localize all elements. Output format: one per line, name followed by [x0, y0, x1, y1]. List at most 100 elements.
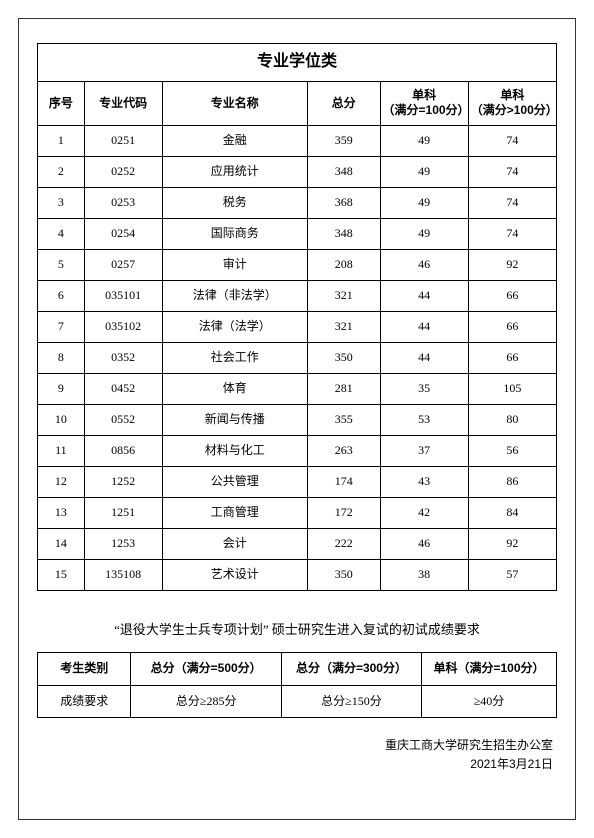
table-cell: 1252 [84, 466, 162, 497]
table-row: 100552新闻与传播3555380 [38, 404, 557, 435]
table-cell: 348 [307, 156, 380, 187]
req-row: 成绩要求总分≥285分总分≥150分≥40分 [38, 685, 557, 718]
table-cell: 金融 [162, 125, 307, 156]
table-cell: 46 [380, 528, 468, 559]
table-cell: 74 [468, 218, 556, 249]
column-header: 单科（满分>100分） [468, 81, 556, 125]
table-cell: 5 [38, 249, 85, 280]
table-cell: 体育 [162, 373, 307, 404]
table-cell: 350 [307, 559, 380, 590]
table-cell: 10 [38, 404, 85, 435]
page: 专业学位类 序号专业代码专业名称总分单科（满分=100分）单科（满分>100分）… [0, 0, 594, 838]
table-cell: 艺术设计 [162, 559, 307, 590]
table-cell: 44 [380, 311, 468, 342]
table-row: 110856材料与化工2633756 [38, 435, 557, 466]
table-cell: 44 [380, 280, 468, 311]
page-inner-border: 专业学位类 序号专业代码专业名称总分单科（满分=100分）单科（满分>100分）… [18, 18, 576, 820]
table-cell: 材料与化工 [162, 435, 307, 466]
table-cell: 1 [38, 125, 85, 156]
table-cell: 222 [307, 528, 380, 559]
main-table: 专业学位类 序号专业代码专业名称总分单科（满分=100分）单科（满分>100分）… [37, 43, 557, 591]
table-cell: 86 [468, 466, 556, 497]
table-cell: 84 [468, 497, 556, 528]
table-row: 141253会计2224692 [38, 528, 557, 559]
table-cell: 348 [307, 218, 380, 249]
column-header: 单科（满分=100分） [380, 81, 468, 125]
table-cell: 105 [468, 373, 556, 404]
table-cell: 42 [380, 497, 468, 528]
table-row: 10251金融3594974 [38, 125, 557, 156]
req-cell: 总分≥150分 [281, 685, 421, 718]
table-cell: 74 [468, 156, 556, 187]
table-cell: 8 [38, 342, 85, 373]
section-subtitle: “退役大学生士兵专项计划” 硕士研究生进入复试的初试成绩要求 [37, 619, 557, 638]
table-cell: 0254 [84, 218, 162, 249]
table-cell: 0452 [84, 373, 162, 404]
table-cell: 208 [307, 249, 380, 280]
footer-date: 2021年3月21日 [37, 755, 553, 774]
table-cell: 92 [468, 528, 556, 559]
table-cell: 9 [38, 373, 85, 404]
table-cell: 国际商务 [162, 218, 307, 249]
table-cell: 应用统计 [162, 156, 307, 187]
table-cell: 11 [38, 435, 85, 466]
table-cell: 66 [468, 342, 556, 373]
table-cell: 工商管理 [162, 497, 307, 528]
column-header: 总分 [307, 81, 380, 125]
table-row: 121252公共管理1744386 [38, 466, 557, 497]
table-cell: 6 [38, 280, 85, 311]
table-cell: 12 [38, 466, 85, 497]
table-row: 6035101法律（非法学）3214466 [38, 280, 557, 311]
req-column-header: 总分（满分=500分） [131, 652, 282, 685]
table-cell: 74 [468, 125, 556, 156]
table-cell: 92 [468, 249, 556, 280]
req-column-header: 单科（满分=100分） [422, 652, 557, 685]
table-row: 20252应用统计3484974 [38, 156, 557, 187]
req-cell: 成绩要求 [38, 685, 131, 718]
table-cell: 1253 [84, 528, 162, 559]
table-cell: 49 [380, 156, 468, 187]
table-cell: 56 [468, 435, 556, 466]
column-header: 序号 [38, 81, 85, 125]
table-cell: 公共管理 [162, 466, 307, 497]
table-cell: 49 [380, 187, 468, 218]
table-cell: 281 [307, 373, 380, 404]
table-cell: 355 [307, 404, 380, 435]
table-cell: 66 [468, 280, 556, 311]
table-cell: 法律（非法学） [162, 280, 307, 311]
table-cell: 法律（法学） [162, 311, 307, 342]
requirements-table: 考生类别总分（满分=500分）总分（满分=300分）单科（满分=100分）成绩要… [37, 652, 557, 718]
table-cell: 263 [307, 435, 380, 466]
table-cell: 社会工作 [162, 342, 307, 373]
page-footer: 重庆工商大学研究生招生办公室 2021年3月21日 [37, 736, 557, 774]
table-header-row: 序号专业代码专业名称总分单科（满分=100分）单科（满分>100分） [38, 81, 557, 125]
table-cell: 135108 [84, 559, 162, 590]
req-cell: 总分≥285分 [131, 685, 282, 718]
table-cell: 0257 [84, 249, 162, 280]
table-cell: 46 [380, 249, 468, 280]
req-header-row: 考生类别总分（满分=500分）总分（满分=300分）单科（满分=100分） [38, 652, 557, 685]
req-cell: ≥40分 [422, 685, 557, 718]
table-row: 7035102法律（法学）3214466 [38, 311, 557, 342]
table-row: 15135108艺术设计3503857 [38, 559, 557, 590]
table-cell: 035101 [84, 280, 162, 311]
table-cell: 35 [380, 373, 468, 404]
table-title: 专业学位类 [38, 44, 557, 82]
table-cell: 3 [38, 187, 85, 218]
req-column-header: 考生类别 [38, 652, 131, 685]
table-cell: 035102 [84, 311, 162, 342]
table-cell: 43 [380, 466, 468, 497]
table-cell: 税务 [162, 187, 307, 218]
table-cell: 350 [307, 342, 380, 373]
table-cell: 1251 [84, 497, 162, 528]
table-cell: 49 [380, 125, 468, 156]
table-cell: 2 [38, 156, 85, 187]
req-column-header: 总分（满分=300分） [281, 652, 421, 685]
table-cell: 0252 [84, 156, 162, 187]
table-cell: 53 [380, 404, 468, 435]
table-cell: 368 [307, 187, 380, 218]
table-row: 131251工商管理1724284 [38, 497, 557, 528]
table-cell: 44 [380, 342, 468, 373]
table-cell: 7 [38, 311, 85, 342]
table-cell: 审计 [162, 249, 307, 280]
